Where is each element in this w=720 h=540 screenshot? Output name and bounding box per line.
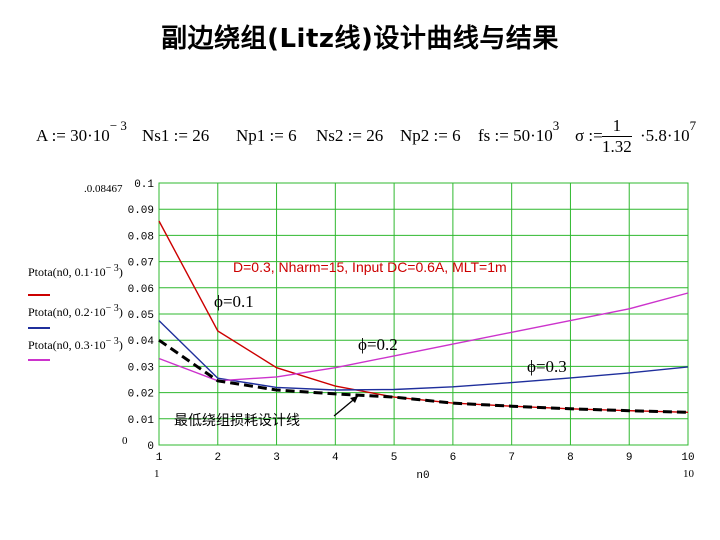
legend-label-2-text: Ptota(n0, 0.2·10: [28, 305, 106, 319]
y-tick-label-8: 0.08: [128, 231, 154, 243]
x-tick-label-8: 8: [567, 452, 574, 464]
annotation-phi-0-2: ϕ=0.2: [358, 335, 398, 354]
legend-label-3-close: ): [118, 338, 123, 352]
parameter-row: A := 30·10− 3 Ns1 := 26 Np1 := 6 Ns2 := …: [0, 112, 720, 166]
x-tick-label-5: 5: [391, 452, 398, 464]
legend-label-1-exp: − 3: [105, 263, 119, 274]
series-line-3: [158, 292, 689, 382]
param-fs-text: fs := 50·10: [478, 126, 553, 145]
y-tick-label-10: 0.1: [134, 179, 154, 191]
legend-line-3: [28, 359, 50, 361]
plot-frame: [158, 182, 689, 446]
param-sigma-suffix-text: ·5.8·10: [640, 126, 690, 145]
x-tick-label-9: 9: [626, 452, 633, 464]
y-tick-label-6: 0.06: [128, 284, 154, 296]
x-axis-label: n0: [416, 470, 429, 482]
param-sigma-fraction: 1 1.32: [602, 116, 632, 157]
legend-label-1-close: ): [118, 265, 123, 279]
x-tick-label-2: 2: [214, 452, 221, 464]
y-tick-label-1: 0.01: [128, 415, 155, 427]
y-tick-label-7: 0.07: [128, 258, 154, 270]
legend-label-2-close: ): [118, 305, 123, 319]
annotation-min-loss-line: 最低绕组损耗设计线: [174, 413, 300, 429]
x-tick-label-3: 3: [273, 452, 280, 464]
y-tick-label-3: 0.03: [128, 362, 154, 374]
y-tick-label-4: 0.04: [128, 336, 155, 348]
x-tick-label-10: 10: [681, 452, 694, 464]
legend-label-2: Ptota(n0, 0.2·10− 3): [28, 303, 123, 320]
annotation-conditions: D=0.3, Nharm=15, Input DC=0.6A, MLT=1m: [233, 259, 507, 275]
param-Ns2: Ns2 := 26: [316, 126, 384, 145]
page-title: 副边绕组(Litz线)设计曲线与结果: [161, 24, 559, 54]
y-tick-label-0: 0: [147, 441, 154, 453]
legend-label-2-exp: − 3: [105, 303, 119, 314]
param-sigma-exp: 7: [689, 118, 697, 133]
x-min-readout: 1: [154, 468, 160, 480]
legend-label-1-text: Ptota(n0, 0.1·10: [28, 265, 106, 279]
param-Ns1: Ns1 := 26: [142, 126, 210, 145]
annotation-phi-0-1: ϕ=0.1: [214, 292, 254, 311]
param-sigma-num: 1: [602, 116, 632, 137]
param-fs-exp: 3: [552, 118, 560, 133]
param-Np2: Np2 := 6: [400, 126, 461, 145]
param-fs: fs := 50·103: [478, 118, 559, 146]
param-sigma-label: σ :=: [575, 126, 603, 145]
x-tick-label-1: 1: [156, 452, 163, 464]
series-line-2: [158, 320, 689, 391]
legend-label-3: Ptota(n0, 0.3·10− 3): [28, 336, 123, 353]
param-sigma-suffix: ·5.8·107: [640, 118, 696, 146]
param-sigma-den: 1.32: [602, 137, 632, 156]
param-Np1: Np1 := 6: [236, 126, 297, 145]
annotation-phi-0-3: ϕ=0.3: [527, 357, 567, 376]
y-max-readout: .0.08467: [84, 183, 123, 195]
legend-label-3-exp: − 3: [105, 336, 119, 347]
param-A-exp: − 3: [109, 118, 127, 133]
param-A: A := 30·10− 3: [36, 118, 127, 146]
series-line-4: [158, 338, 689, 414]
legend-line-2: [28, 327, 50, 329]
x-max-readout: 10: [683, 468, 694, 480]
legend-line-1: [28, 294, 50, 296]
y-tick-label-2: 0.02: [128, 389, 154, 401]
param-A-text: A := 30·10: [36, 126, 110, 145]
y-min-readout: 0: [122, 435, 128, 447]
x-tick-label-7: 7: [508, 452, 515, 464]
legend-label-3-text: Ptota(n0, 0.3·10: [28, 338, 106, 352]
legend-label-1: Ptota(n0, 0.1·10− 3): [28, 263, 123, 280]
y-tick-label-5: 0.05: [128, 310, 154, 322]
y-tick-label-9: 0.09: [128, 205, 154, 217]
x-tick-label-4: 4: [332, 452, 339, 464]
annotation-arrow-head: [350, 396, 358, 403]
x-tick-label-6: 6: [450, 452, 457, 464]
